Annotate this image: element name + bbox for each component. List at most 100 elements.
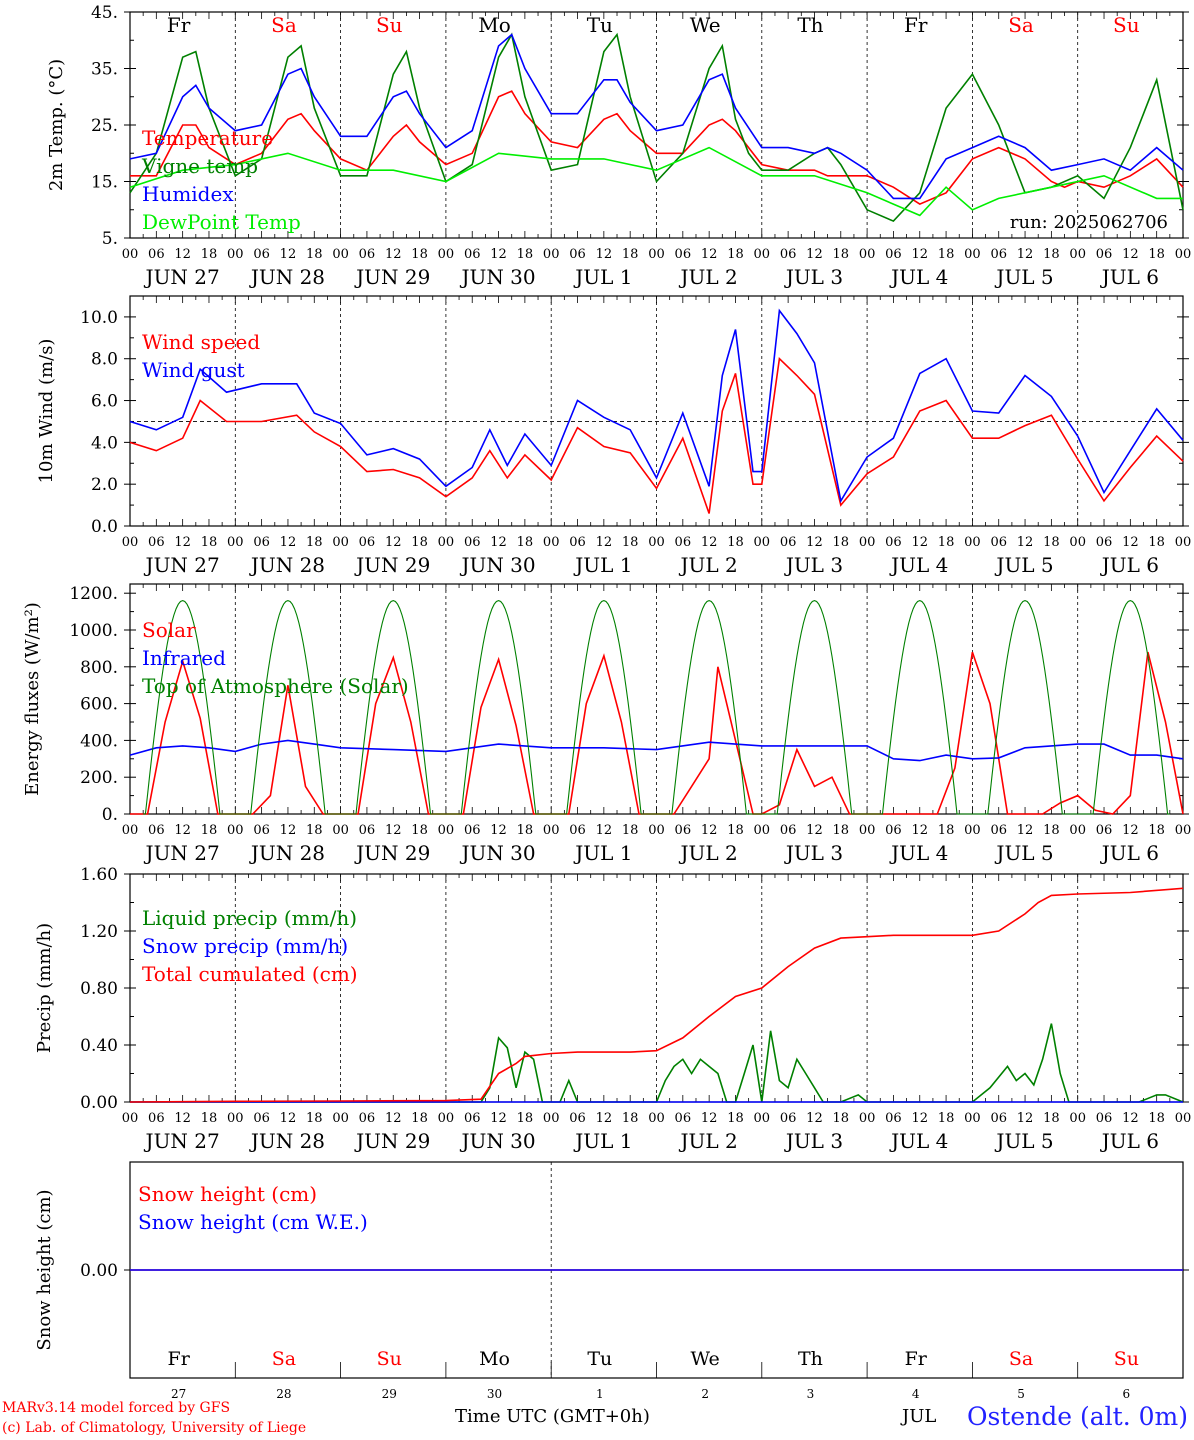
hour-label: 00 [332,1111,349,1126]
hour-label: 00 [1069,1111,1086,1126]
hour-label: 06 [253,823,270,838]
date-label: JUN 28 [249,841,325,865]
hour-label: 18 [517,535,534,550]
date-label: JUN 29 [354,265,430,289]
hour-label: 12 [280,823,297,838]
legend-entry: Vigne temp [141,154,258,178]
hour-label: 00 [754,823,771,838]
date-label: JUL 4 [889,553,948,577]
hour-label: 12 [911,247,928,262]
legend-entry: Snow precip (mm/h) [142,934,348,958]
legend-entry: Top of Atmosphere (Solar) [142,674,409,698]
hour-label: 12 [385,535,402,550]
hour-label: 00 [332,823,349,838]
hour-label: 06 [569,1111,586,1126]
hour-label: 12 [1122,1111,1139,1126]
hour-label: 06 [359,1111,376,1126]
y-tick-label: 25. [91,116,118,136]
day-number: 1 [596,1387,604,1401]
hour-label: 00 [754,247,771,262]
y-axis-label: Snow height (cm) [34,1189,55,1350]
day-name: Mo [478,13,511,37]
hour-label: 00 [227,535,244,550]
day-name: Sa [272,1348,296,1370]
date-label: JUL 6 [1100,841,1159,865]
hour-label: 06 [990,247,1007,262]
legend-entry: Humidex [142,182,234,206]
hour-label: 18 [517,1111,534,1126]
day-name: Tu [587,13,613,37]
y-axis-label: 2m Temp. (°C) [46,59,67,191]
y-tick-label: 5. [102,229,118,249]
hour-label: 00 [122,247,139,262]
hour-label: 12 [1122,247,1139,262]
y-tick-label: 4.0 [91,433,118,453]
date-label: JUL 5 [994,265,1053,289]
hour-label: 00 [122,535,139,550]
hour-label: 00 [964,823,981,838]
y-tick-label: 1200. [69,584,118,604]
hour-label: 00 [859,823,876,838]
y-tick-label: 15. [91,173,118,193]
legend-entry: Snow height (cm) [138,1182,317,1206]
hour-label: 12 [490,1111,507,1126]
precip-panel: 0.00 0.40 0.80 1.20 1.60 Precip (mm/h) Liquid … [34,865,1191,1153]
y-tick-label: 600. [80,695,118,715]
hour-label: 06 [885,823,902,838]
legend-entry: Temperature [142,126,273,150]
hour-label: 00 [648,1111,665,1126]
hour-label: 06 [148,247,165,262]
month-label: JUL [902,1406,937,1427]
legend-entry: Total cumulated (cm) [142,962,358,986]
hour-label: 00 [122,823,139,838]
series-vigne-temp [129,32,1184,223]
hour-label: 00 [543,535,560,550]
hour-label: 12 [1017,535,1034,550]
y-tick-label: 1000. [69,621,118,641]
hour-label: 12 [174,1111,191,1126]
day-name: Fr [168,1348,191,1370]
hour-label: 00 [438,535,455,550]
hour-label: 00 [122,1111,139,1126]
date-label: JUL 6 [1100,265,1159,289]
hour-label: 00 [438,1111,455,1126]
hour-label: 12 [490,535,507,550]
hour-label: 18 [622,535,639,550]
run-annotation: run: 2025062706 [1010,212,1168,233]
hour-label: 06 [253,535,270,550]
day-name: Th [797,13,823,37]
hour-label: 06 [464,535,481,550]
hour-label: 18 [727,247,744,262]
hour-label: 00 [859,535,876,550]
hour-label: 12 [1017,247,1034,262]
day-number: 28 [276,1387,291,1401]
hour-label: 06 [464,247,481,262]
hour-label: 00 [1175,823,1192,838]
hour-label: 00 [859,1111,876,1126]
hour-label: 06 [569,535,586,550]
hour-label: 12 [911,535,928,550]
hour-label: 12 [806,823,823,838]
day-number: 3 [807,1387,815,1401]
temperature-panel: 5. 15. 25. 35. 45. 2m Temp. (°C) Temperature Vi… [46,3,1191,289]
hour-label: 18 [622,247,639,262]
hour-label: 06 [1096,247,1113,262]
y-tick-label: 6.0 [91,392,118,412]
hour-label: 00 [648,247,665,262]
day-name: Fr [904,13,928,37]
hour-label: 00 [1069,823,1086,838]
y-axis-label: 10m Wind (m/s) [36,339,57,484]
date-label: JUL 5 [994,553,1053,577]
hour-label: 12 [174,535,191,550]
legend-entry: Infrared [142,646,226,670]
date-label: JUL 5 [994,1129,1053,1153]
hour-label: 12 [1122,535,1139,550]
date-label: JUN 28 [249,265,325,289]
hour-label: 00 [438,247,455,262]
date-label: JUL 3 [784,841,843,865]
hour-label: 00 [964,247,981,262]
date-label: JUL 3 [784,553,843,577]
date-label: JUL 2 [679,553,738,577]
hour-label: 18 [201,1111,218,1126]
date-label: JUL 3 [784,265,843,289]
